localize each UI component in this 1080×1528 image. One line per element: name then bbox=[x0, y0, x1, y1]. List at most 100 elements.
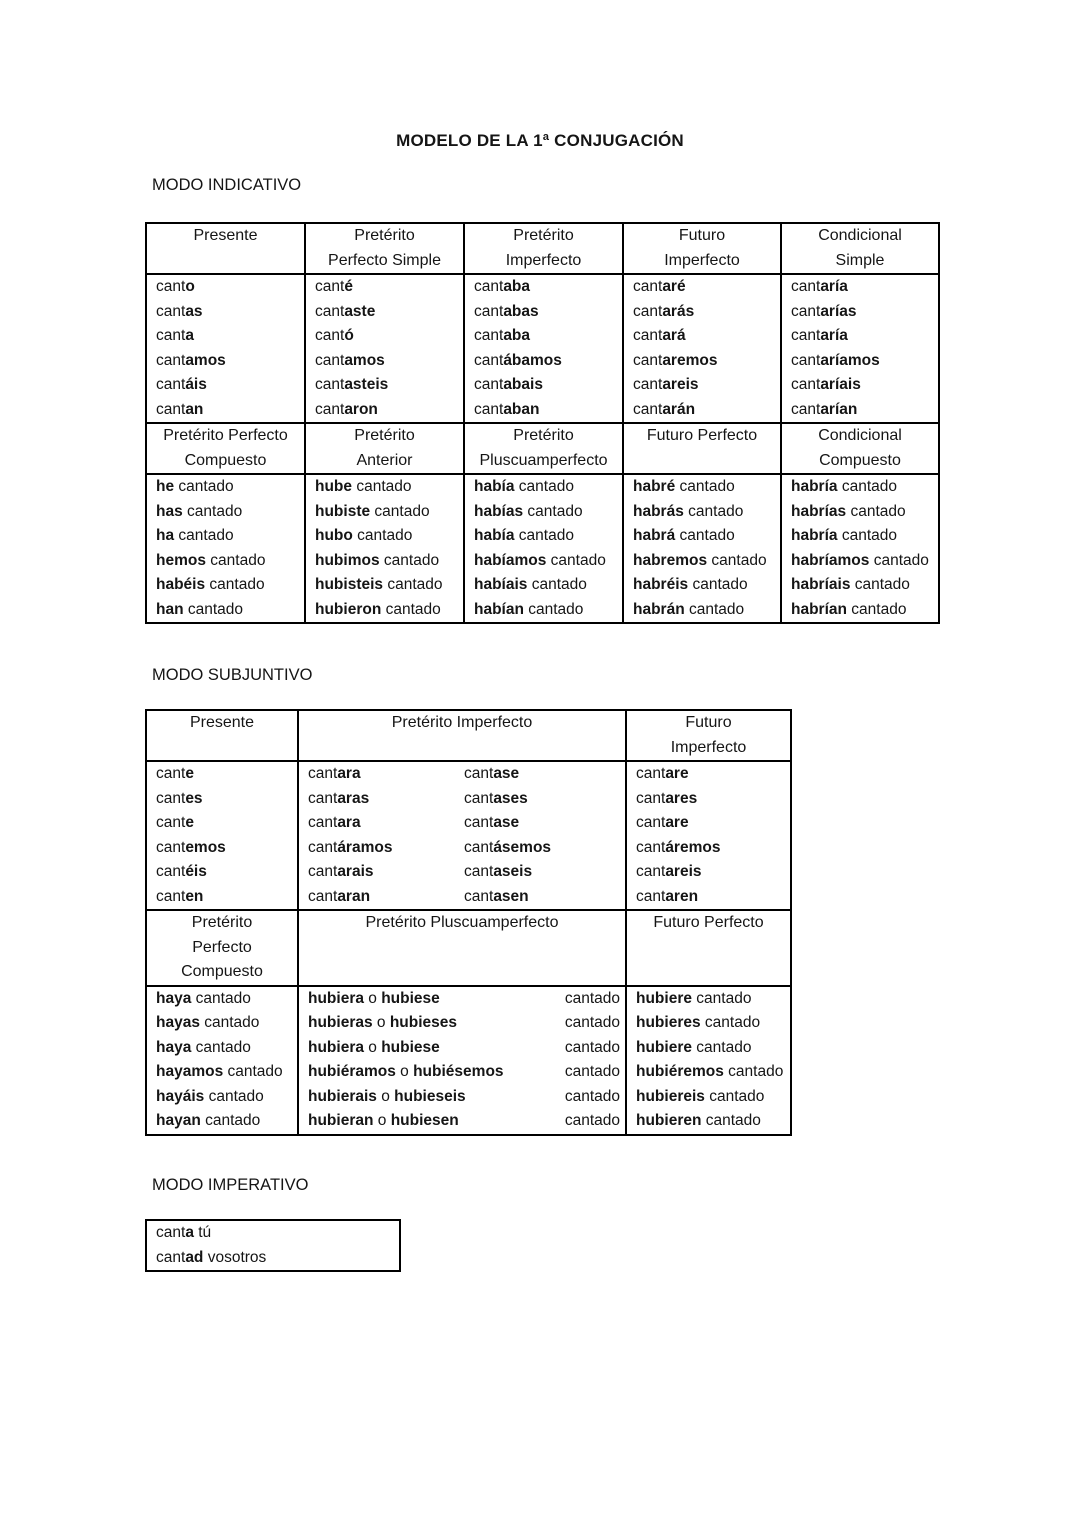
tense-header-row: Presente Pretérito Perfecto Simple Pretérit… bbox=[145, 222, 940, 275]
conjugation-line: haya cantado bbox=[156, 989, 251, 1007]
conjugation-line: cantaría bbox=[791, 278, 848, 295]
conjugation-line: hubiere cantado bbox=[636, 989, 752, 1007]
conjugation-line: habréis cantado bbox=[633, 576, 748, 593]
conjugation-line: cantabais bbox=[474, 376, 543, 393]
conjugation-line: cantad vosotros bbox=[156, 1248, 267, 1266]
conjugation-line: cantasteis bbox=[315, 376, 389, 393]
tense-name: Pretérito bbox=[513, 227, 574, 244]
conjugation-line: hubiera o hubiese cantado bbox=[308, 1038, 620, 1056]
tense-name: Pretérito bbox=[354, 227, 415, 244]
tense-forms-cell: he cantado has cantado ha cantado hemos can… bbox=[145, 473, 306, 624]
tense-header-cell: Pretérito Imperfecto bbox=[463, 222, 624, 275]
conjugation-forms-row: canto cantas canta cantamos cantáis cantan can… bbox=[145, 273, 940, 424]
conjugation-line: hubiéramos o hubiésemos cantado bbox=[308, 1063, 620, 1080]
conjugation-line: cantáramos cantásemos bbox=[308, 838, 552, 856]
conjugation-line: han cantado bbox=[156, 600, 244, 618]
conjugation-line: habrán cantado bbox=[633, 600, 745, 618]
tense-name: Pretérito Pluscuamperfecto bbox=[365, 914, 559, 931]
conjugation-line: cantare bbox=[636, 765, 689, 782]
conjugation-line: habéis cantado bbox=[156, 576, 265, 593]
conjugation-line: canten bbox=[156, 887, 204, 905]
tense-header-row: Pretérito Perfecto Compuesto Pretérito Ante… bbox=[145, 422, 940, 475]
section-heading-subjuntivo: MODO SUBJUNTIVO bbox=[152, 666, 313, 684]
conjugation-line: cantábamos bbox=[474, 351, 562, 369]
conjugation-line: cantaba bbox=[474, 327, 531, 344]
tense-name: Imperfecto bbox=[670, 738, 747, 756]
conjugation-line: cantaste bbox=[315, 302, 376, 320]
tense-header-cell: Pretérito Imperfecto bbox=[297, 709, 627, 762]
tense-forms-cell: canta tú cantad vosotros bbox=[145, 1219, 401, 1272]
conjugation-line: habríais cantado bbox=[791, 576, 910, 593]
tense-name: Pretérito Perfecto bbox=[163, 427, 288, 444]
conjugation-line: canta bbox=[156, 327, 194, 344]
conjugation-line: habrás cantado bbox=[633, 502, 744, 520]
tense-name: Imperfecto bbox=[664, 251, 740, 269]
tense-forms-cell: canté cantaste cantó cantamos cantasteis cant… bbox=[304, 273, 465, 424]
conjugation-line: cantaré bbox=[633, 278, 686, 295]
conjugation-line: canté bbox=[315, 278, 353, 295]
conjugation-line: habías cantado bbox=[474, 502, 583, 520]
conjugation-line: habíamos cantado bbox=[474, 551, 606, 569]
conjugation-line: cantas bbox=[156, 302, 203, 320]
conjugation-line: habrá cantado bbox=[633, 527, 735, 544]
conjugation-line: hubiste cantado bbox=[315, 502, 430, 520]
conjugation-line: cantarás bbox=[633, 302, 695, 320]
conjugation-line: hubieras o hubieses cantado bbox=[308, 1014, 620, 1031]
tense-forms-cell: haya cantado hayas cantado haya cantado hay… bbox=[145, 984, 299, 1136]
conjugation-line: habremos cantado bbox=[633, 551, 767, 569]
tense-name: Pretérito bbox=[191, 914, 253, 931]
conjugation-forms-row: cante cantes cante cantemos cantéis canten can… bbox=[145, 760, 792, 911]
tense-name: Pretérito bbox=[513, 427, 574, 444]
conjugation-line: hubieres cantado bbox=[636, 1014, 761, 1031]
conjugation-line: cantaremos bbox=[633, 351, 718, 369]
conjugation-line: hubieron cantado bbox=[315, 600, 441, 618]
conjugation-line: cantaríais bbox=[791, 376, 861, 393]
conjugation-line: había cantado bbox=[474, 527, 574, 544]
conjugation-line: cantaras cantases bbox=[308, 789, 528, 807]
conjugation-line: he cantado bbox=[156, 478, 234, 495]
tense-header-cell: Presente bbox=[145, 709, 299, 762]
tense-name: Pretérito bbox=[354, 427, 415, 444]
conjugation-line: canta tú bbox=[156, 1224, 212, 1241]
tense-forms-cell: hubiera o hubiese cantado hubieras o hubie… bbox=[297, 984, 627, 1136]
section-heading-indicativo: MODO INDICATIVO bbox=[152, 176, 302, 194]
tense-header-cell: Pretérito Anterior bbox=[304, 422, 465, 475]
conjugation-line: hayan cantado bbox=[156, 1112, 261, 1129]
tense-header-cell: Condicional Simple bbox=[780, 222, 940, 275]
conjugation-line: hubiereis cantado bbox=[636, 1087, 765, 1105]
conjugation-line: hubiere cantado bbox=[636, 1038, 752, 1056]
conjugation-line: cantaban bbox=[474, 400, 540, 418]
tense-name: Futuro Perfecto bbox=[653, 914, 764, 931]
conjugation-line: había cantado bbox=[474, 478, 574, 495]
tense-header-cell: Condicional Compuesto bbox=[780, 422, 940, 475]
tense-name: Presente bbox=[189, 714, 255, 731]
conjugation-line: hubieren cantado bbox=[636, 1112, 761, 1129]
conjugation-line: cantareis bbox=[633, 376, 699, 393]
conjugation-line: cantaba bbox=[474, 278, 531, 295]
conjugation-line: cantara cantase bbox=[308, 814, 520, 831]
conjugation-line: hubieran o hubiesen cantado bbox=[308, 1112, 620, 1129]
tense-forms-cell: hube cantado hubiste cantado hubo cantado h… bbox=[304, 473, 465, 624]
document-title: MODELO DE LA 1ª CONJUGACIÓN bbox=[396, 131, 684, 150]
tense-forms-cell: cantaría cantarías cantaría cantaríamos cant… bbox=[780, 273, 940, 424]
tense-name: Futuro bbox=[678, 227, 726, 244]
tense-forms-cell: cantara cantase cantaras cantases cantara can… bbox=[297, 760, 627, 911]
tense-forms-cell: habría cantado habrías cantado habría cant… bbox=[780, 473, 940, 624]
conjugation-line: cantarán bbox=[633, 400, 696, 418]
tense-name: Pluscuamperfecto bbox=[479, 451, 608, 469]
conjugation-line: cantarían bbox=[791, 400, 858, 418]
conjugation-line: haya cantado bbox=[156, 1038, 251, 1056]
conjugation-line: hemos cantado bbox=[156, 551, 266, 569]
conjugation-line: cantáis bbox=[156, 376, 207, 393]
conjugation-line: cantáremos bbox=[636, 838, 721, 856]
tense-name: Condicional bbox=[818, 427, 902, 444]
conjugation-line: cantara cantase bbox=[308, 765, 520, 782]
conjugation-line: cantan bbox=[156, 400, 204, 418]
tense-header-cell: Pretérito Pluscuamperfecto bbox=[463, 422, 624, 475]
conjugation-line: habríamos cantado bbox=[791, 551, 929, 569]
conjugation-line: cantes bbox=[156, 789, 203, 807]
tense-forms-cell: había cantado habías cantado había cantado… bbox=[463, 473, 624, 624]
tense-header-cell: Presente bbox=[145, 222, 306, 275]
conjugation-line: cantaríamos bbox=[791, 351, 880, 369]
tense-name: Condicional bbox=[818, 227, 902, 244]
